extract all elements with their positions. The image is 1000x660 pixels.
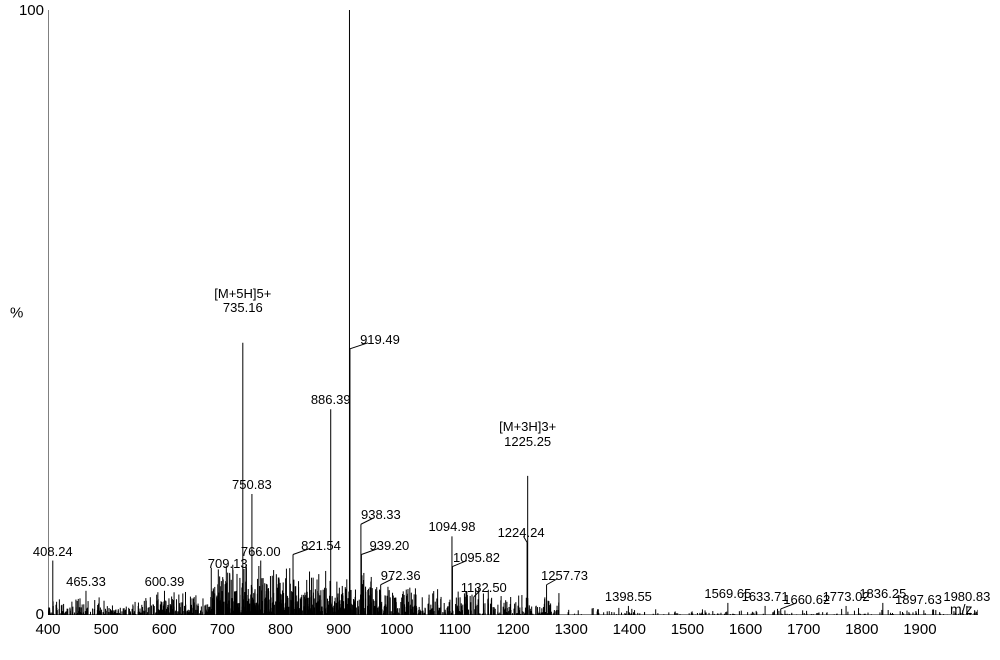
x-tick-label: 500	[94, 621, 119, 638]
peak-label: 1897.63	[895, 593, 942, 608]
x-tick-label: 1600	[729, 621, 762, 638]
x-tick-label: 600	[152, 621, 177, 638]
mass-spectrum-chart: 100 0 % 40050060070080090010001100120013…	[48, 10, 978, 615]
peak-label: 600.39	[145, 575, 185, 590]
x-tick-label: 900	[326, 621, 351, 638]
peak-label: 1095.82	[453, 551, 500, 566]
peak-label: 1398.55	[605, 590, 652, 605]
peak-label: 886.39	[311, 393, 351, 408]
peak-label: 408.24	[33, 545, 73, 560]
x-tick-label: 1900	[903, 621, 936, 638]
x-tick-label: 1100	[439, 621, 471, 638]
peak-label: 1132.50	[461, 581, 507, 596]
x-tick-label: 1000	[380, 621, 413, 638]
peak-label: 465.33	[66, 575, 106, 590]
x-tick-label: 800	[268, 621, 293, 638]
peak-label: 1094.98	[428, 520, 475, 535]
peak-label: 766.00	[241, 545, 281, 560]
peak-label: 938.33	[361, 508, 401, 523]
plot-svg	[48, 10, 978, 615]
x-tick-label: 1800	[845, 621, 878, 638]
y-tick-max: 100	[4, 2, 44, 19]
x-tick-label: 700	[210, 621, 235, 638]
peak-label: 939.20	[370, 539, 410, 554]
peak-label: 919.49	[360, 333, 400, 348]
x-tick-label: 1700	[787, 621, 820, 638]
peak-label: 821.54	[301, 539, 341, 554]
x-tick-label: 1200	[496, 621, 529, 638]
x-tick-label: 1500	[671, 621, 704, 638]
y-axis-label: %	[10, 304, 23, 321]
peak-label: 1980.83	[943, 590, 990, 605]
charge-state-annotation: [M+3H]3+1225.25	[499, 420, 556, 450]
charge-state-annotation: [M+5H]5+735.16	[214, 287, 271, 317]
x-tick-label: 400	[35, 621, 60, 638]
peak-label: 972.36	[381, 569, 421, 584]
peak-label: 1257.73	[541, 569, 588, 584]
x-tick-label: 1400	[613, 621, 646, 638]
x-tick-label: 1300	[554, 621, 587, 638]
peak-label: 1224.24	[498, 526, 545, 541]
peak-label: 1633.71	[742, 590, 789, 605]
peak-label: 750.83	[232, 478, 272, 493]
